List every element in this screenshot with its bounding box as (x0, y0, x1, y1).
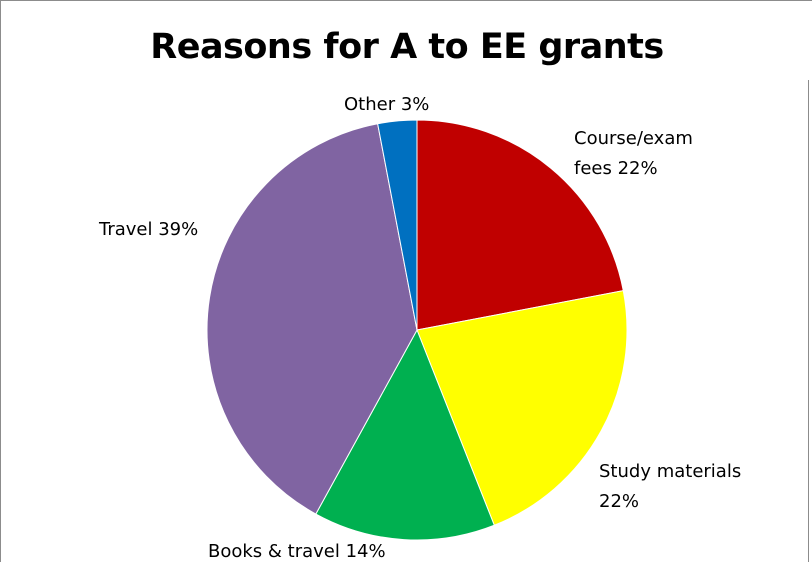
pie-slice-study-materials (416, 290, 628, 526)
pie-slice-other (377, 119, 418, 331)
slice-label-line: Books & travel 14% (208, 541, 386, 562)
slice-label-travel: Travel 39% (98, 219, 198, 240)
pie-slice-travel (206, 123, 418, 515)
chart-title: Reasons for A to EE grants (150, 27, 664, 67)
slice-label-study-materials: Study materials 22% (599, 461, 741, 512)
slice-label-line: Other 3% (344, 94, 429, 115)
slice-label-line: Study materials (599, 461, 741, 482)
slice-label-other: Other 3% (344, 94, 429, 115)
pie-slice-course-exam-fees (416, 119, 624, 331)
pie-slice-books-travel (315, 328, 495, 541)
slice-label-line: Course/exam (574, 128, 693, 149)
slice-label-line: fees 22% (574, 158, 658, 179)
slice-label-line: Travel 39% (98, 219, 198, 240)
slice-label-course-exam-fees: Course/exam fees 22% (574, 128, 693, 179)
frame-edge (808, 80, 809, 562)
slice-label-books-travel: Books & travel 14% (208, 541, 386, 562)
slice-label-line: 22% (599, 491, 639, 512)
